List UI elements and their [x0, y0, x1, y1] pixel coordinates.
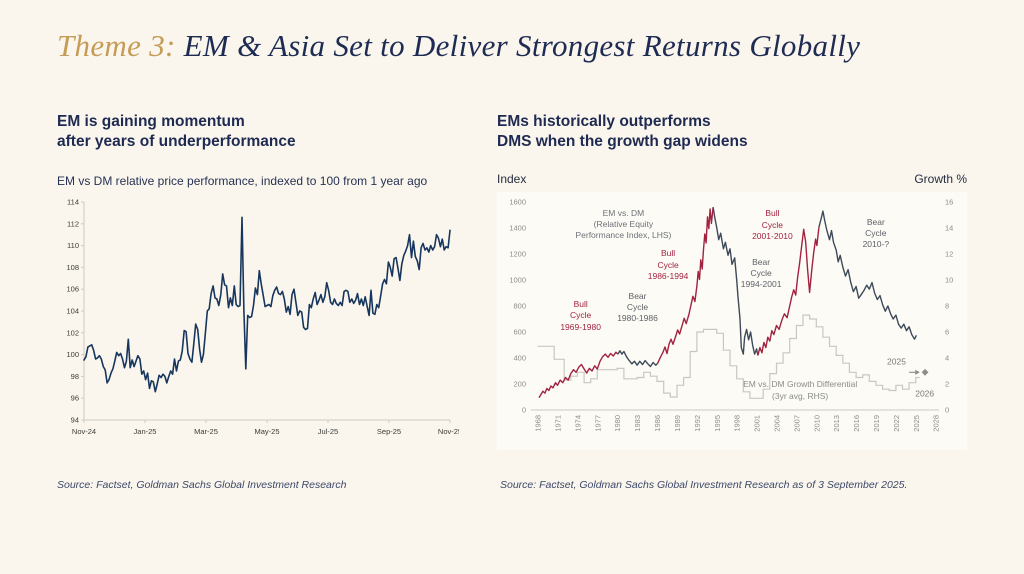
svg-text:1995: 1995: [713, 415, 722, 432]
svg-text:1983: 1983: [633, 415, 642, 432]
right-chart-section: EMs historically outperforms DMS when th…: [497, 112, 967, 450]
svg-text:0: 0: [945, 405, 949, 414]
svg-text:0: 0: [522, 405, 526, 414]
svg-text:2004: 2004: [772, 415, 781, 432]
left-axis-unit-label: Index: [497, 171, 527, 186]
equity-segment-bear-cycle-1980-1986: [617, 349, 659, 367]
right-heading-line1: EMs historically outperforms: [497, 113, 711, 130]
svg-text:94: 94: [71, 415, 79, 424]
svg-text:Mar-25: Mar-25: [194, 427, 218, 436]
left-chart-section: EM is gaining momentum after years of un…: [57, 112, 459, 444]
svg-text:2007: 2007: [792, 415, 801, 432]
axis-units-row: Index Growth %: [497, 172, 967, 186]
svg-text:104: 104: [66, 306, 79, 315]
right-chart-panel: 0 200 400 600 800 1000 1200 1400 1600 0 2 4 6 8 10 12 14…: [497, 191, 967, 450]
svg-text:1600: 1600: [509, 197, 526, 206]
right-chart-source: Source: Factset, Goldman Sachs Global In…: [500, 479, 908, 491]
svg-text:108: 108: [66, 263, 79, 272]
svg-text:Sep-25: Sep-25: [377, 427, 401, 436]
svg-text:112: 112: [67, 219, 79, 228]
svg-text:2019: 2019: [872, 415, 881, 432]
svg-text:16: 16: [945, 197, 953, 206]
svg-text:Jul-25: Jul-25: [318, 427, 338, 436]
svg-text:Jan-25: Jan-25: [134, 427, 157, 436]
svg-text:1980: 1980: [613, 415, 622, 432]
svg-text:2016: 2016: [852, 415, 861, 432]
right-chart-svg: 0 200 400 600 800 1000 1200 1400 1600 0 2 4 6 8 10 12 14…: [509, 197, 953, 432]
svg-text:114: 114: [67, 197, 79, 206]
growth-differential-line: [537, 314, 920, 399]
svg-text:1974: 1974: [573, 415, 582, 432]
svg-text:1986: 1986: [653, 415, 662, 432]
svg-text:2001: 2001: [753, 415, 762, 432]
svg-text:1992: 1992: [693, 415, 702, 432]
left-chart-heading: EM is gaining momentum after years of un…: [57, 112, 459, 152]
svg-text:May-25: May-25: [254, 427, 279, 436]
svg-text:8: 8: [945, 301, 949, 310]
left-chart-subtitle: EM vs DM relative price performance, ind…: [57, 173, 428, 188]
right-heading-line2: DMS when the growth gap widens: [497, 132, 748, 150]
svg-text:98: 98: [71, 372, 79, 381]
left-heading-line1: EM is gaining momentum: [57, 113, 245, 130]
svg-text:2025: 2025: [912, 415, 921, 432]
equity-segment-bull-cycle-1986-1994: [657, 206, 714, 364]
equity-segment-bull-cycle-1969-1980: [538, 351, 619, 398]
left-chart-svg: 94 96 98 100 102 104 106 108 110 112 114 Nov-24 Jan-…: [66, 197, 459, 436]
svg-text:102: 102: [66, 328, 79, 337]
svg-text:4: 4: [945, 353, 949, 362]
equity-segment-bear-cycle-2010-: [818, 210, 918, 340]
svg-text:14: 14: [945, 223, 953, 232]
svg-text:2022: 2022: [892, 415, 901, 432]
em-relative-price-line: [83, 216, 451, 393]
svg-text:600: 600: [513, 327, 526, 336]
svg-text:12: 12: [945, 249, 953, 258]
svg-text:1998: 1998: [733, 415, 742, 432]
svg-text:1971: 1971: [554, 415, 563, 432]
right-chart-heading: EMs historically outperforms DMS when th…: [497, 112, 967, 152]
svg-text:2028: 2028: [932, 415, 941, 432]
svg-text:Nov-24: Nov-24: [72, 427, 96, 436]
svg-text:800: 800: [513, 301, 526, 310]
page-title: Theme 3: EM & Asia Set to Deliver Strong…: [57, 28, 860, 64]
svg-text:1400: 1400: [509, 223, 526, 232]
forecast-arrowhead: [915, 369, 920, 375]
svg-text:1200: 1200: [509, 249, 526, 258]
svg-text:2: 2: [945, 379, 949, 388]
left-heading-line2: after years of underperformance: [57, 132, 296, 150]
svg-text:96: 96: [71, 393, 79, 402]
svg-text:400: 400: [513, 353, 526, 362]
left-chart-source: Source: Factset, Goldman Sachs Global In…: [57, 479, 347, 491]
svg-text:6: 6: [945, 327, 949, 336]
svg-text:100: 100: [66, 350, 79, 359]
svg-text:2010: 2010: [812, 415, 821, 432]
equity-segment-bear-cycle-1994-2001: [712, 206, 759, 356]
svg-text:106: 106: [66, 284, 79, 293]
svg-text:2013: 2013: [832, 415, 841, 432]
svg-text:200: 200: [513, 379, 526, 388]
svg-text:Nov-25: Nov-25: [438, 427, 459, 436]
svg-text:1000: 1000: [509, 275, 526, 284]
svg-text:1989: 1989: [673, 415, 682, 432]
svg-text:10: 10: [945, 275, 953, 284]
title-theme-label: Theme 3:: [57, 28, 176, 63]
forecast-diamond: [921, 368, 929, 376]
title-text: EM & Asia Set to Deliver Strongest Retur…: [175, 28, 861, 63]
equity-segment-bull-cycle-2001-2010: [757, 226, 820, 356]
svg-text:1968: 1968: [534, 415, 543, 432]
right-axis-unit-label: Growth %: [914, 171, 967, 186]
svg-text:110: 110: [67, 241, 79, 250]
svg-text:1977: 1977: [593, 415, 602, 432]
